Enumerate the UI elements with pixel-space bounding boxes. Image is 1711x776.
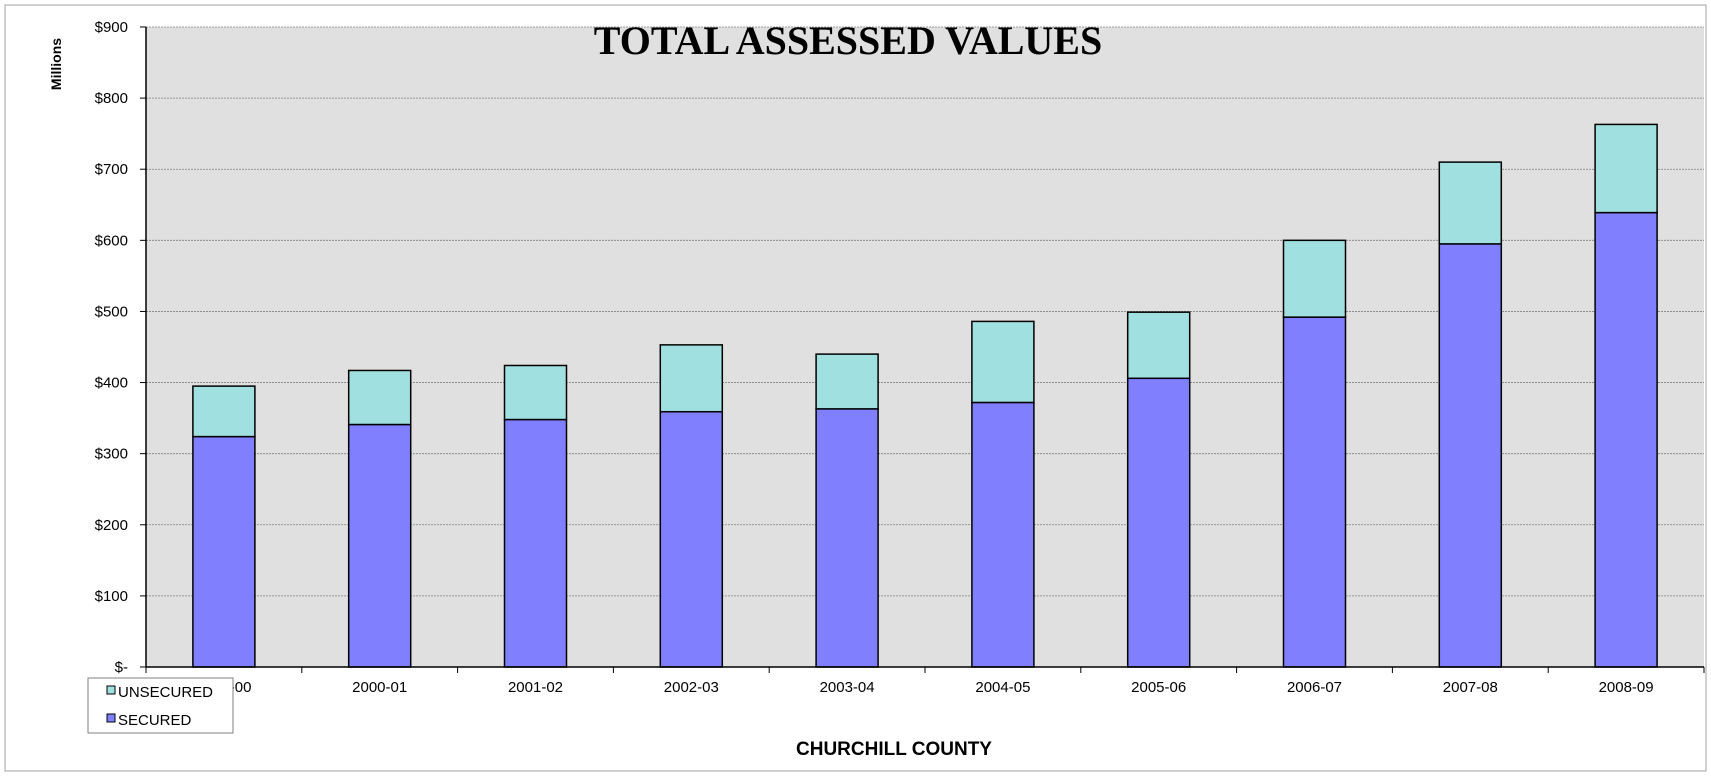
- x-tick-label: 2004-05: [975, 679, 1030, 696]
- y-tick-label: $400: [95, 375, 128, 392]
- x-axis-title: CHURCHILL COUNTY: [796, 739, 992, 760]
- bar-secured-2005-06: [1126, 377, 1191, 668]
- bar-unsecured-2005-06: [1126, 311, 1191, 380]
- legend-label-secured: SECURED: [118, 712, 192, 729]
- y-tick-label: $700: [95, 161, 128, 178]
- bar-unsecured-2008-09: [1594, 123, 1658, 214]
- bar-secured-2003-04: [815, 408, 879, 668]
- bar-secured-2004-05: [971, 401, 1035, 668]
- y-tick-label: $100: [95, 588, 128, 605]
- bar-secured-2000-01: [347, 423, 412, 668]
- x-tick-label: 2006-07: [1287, 679, 1342, 696]
- bar-unsecured-2004-05: [971, 320, 1035, 404]
- bar-secured-2002-03: [659, 410, 724, 668]
- x-tick-label: 2000-01: [352, 679, 407, 696]
- y-tick-label: $-: [115, 659, 128, 676]
- bar-unsecured-2007-08: [1438, 161, 1503, 245]
- bar-secured-2001-02: [503, 418, 568, 668]
- x-tick-label: 2007-08: [1443, 679, 1498, 696]
- y-tick-label: $200: [95, 517, 128, 534]
- x-tick-label: 2001-02: [508, 679, 563, 696]
- bar-unsecured-2002-03: [659, 344, 724, 413]
- y-tick-label: $300: [95, 446, 128, 463]
- y-tick-label: $900: [95, 19, 128, 36]
- bar-unsecured-2006-07: [1282, 239, 1347, 318]
- chart-title: TOTAL ASSESSED VALUES: [594, 18, 1102, 63]
- bar-unsecured-1999-00: [192, 385, 256, 438]
- y-tick-label: $600: [95, 232, 128, 249]
- x-tick-label: 2003-04: [820, 679, 875, 696]
- x-tick-label: 2002-03: [664, 679, 719, 696]
- y-tick-label: $800: [95, 90, 128, 107]
- y-axis-title: Millions: [48, 38, 64, 90]
- x-tick-label: 2008-09: [1599, 679, 1654, 696]
- bar-secured-2006-07: [1282, 316, 1347, 668]
- bars: [192, 123, 1658, 668]
- y-tick-label: $500: [95, 303, 128, 320]
- legend-swatch-unsecured: [106, 685, 116, 695]
- bar-secured-1999-00: [192, 435, 256, 668]
- legend-swatch-secured: [106, 713, 116, 723]
- y-tick-labels: $- $100 $200 $300 $400 $500 $600 $700 $800 $900: [95, 19, 146, 676]
- legend: UNSECURED SECURED: [87, 677, 234, 734]
- x-tick-label: 2005-06: [1131, 679, 1186, 696]
- bar-unsecured-2001-02: [503, 364, 568, 421]
- bar-secured-2007-08: [1438, 243, 1503, 668]
- bar-secured-2008-09: [1594, 211, 1658, 668]
- bar-unsecured-2000-01: [347, 369, 412, 426]
- bar-unsecured-2003-04: [815, 353, 879, 410]
- legend-label-unsecured: UNSECURED: [118, 684, 213, 701]
